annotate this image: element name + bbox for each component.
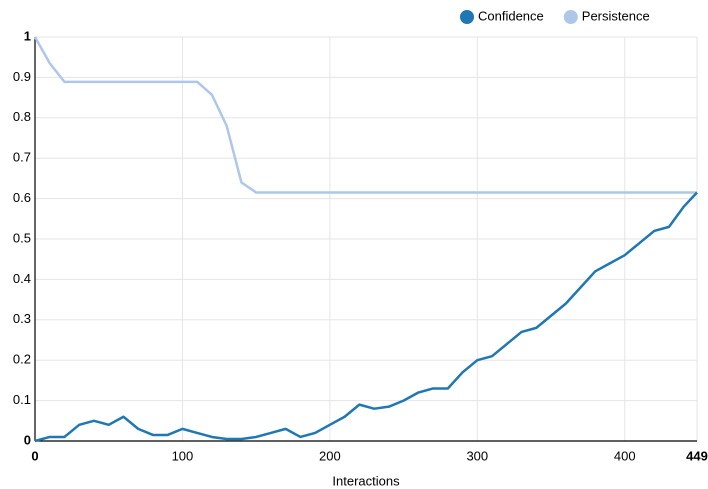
y-tick-label: 0.1	[13, 392, 31, 407]
line	[34, 191, 698, 443]
legend-label: Persistence	[582, 8, 650, 23]
legend-swatch	[563, 10, 578, 24]
y-tick-label: 1	[24, 28, 31, 43]
legend-swatch	[460, 10, 474, 24]
x-tick-label: 100	[172, 448, 194, 463]
y-tick-label: 0.6	[13, 190, 31, 205]
legend: Confidence Persistence	[460, 8, 650, 24]
x-tick-label: 449	[686, 448, 708, 463]
x-tick-label: 0	[31, 448, 38, 463]
x-tick-label: 300	[466, 448, 488, 463]
y-tick-label: 0.8	[13, 109, 31, 124]
line	[33, 36, 697, 194]
y-tick-label: 0	[24, 432, 31, 447]
y-tick-label: 0.2	[13, 352, 31, 367]
x-tick-label: 200	[319, 448, 341, 463]
x-tick-label: 400	[614, 448, 636, 463]
y-tick-label: 0.4	[13, 271, 31, 286]
legend-label: Confidence	[478, 8, 544, 23]
y-tick-label: 0.3	[13, 311, 31, 326]
y-tick-label: 0.7	[13, 150, 31, 165]
x-axis-label: Interactions	[332, 473, 400, 488]
y-tick-label: 0.5	[13, 230, 31, 245]
y-tick-label: 0.9	[13, 69, 31, 84]
